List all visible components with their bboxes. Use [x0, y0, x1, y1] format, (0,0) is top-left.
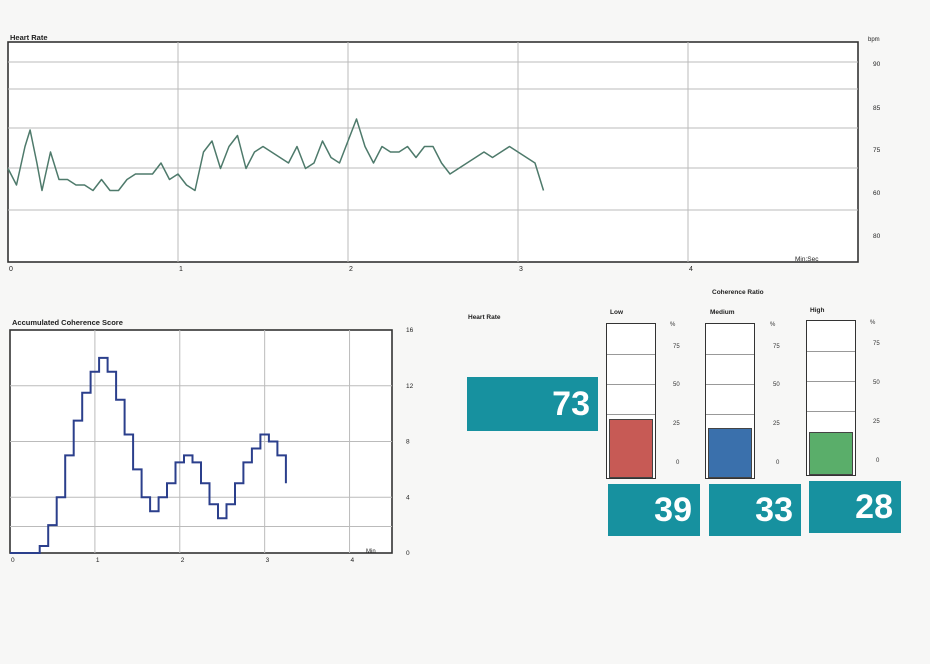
- heart-rate-chart-title: Heart Rate: [10, 33, 48, 42]
- medium-meter: [705, 323, 755, 479]
- low-fill: [609, 418, 653, 478]
- heart-rate-x-tick: 2: [349, 266, 353, 273]
- medium-scale-25: 25: [773, 421, 780, 427]
- coherence-ratio-title: Coherence Ratio: [712, 289, 764, 296]
- coherence-y-tick: 8: [406, 439, 410, 446]
- low-scale-pct: %: [670, 322, 676, 328]
- coherence-x-tick: 4: [351, 557, 355, 564]
- high-value: 28: [855, 488, 893, 526]
- low-scale-0: 0: [676, 460, 680, 466]
- coherence-y-tick: 0: [406, 550, 410, 557]
- heart-rate-value-label: Heart Rate: [468, 314, 501, 321]
- medium-scale-pct: %: [770, 322, 776, 328]
- coherence-score-x-unit: Min: [366, 549, 376, 555]
- heart-rate-line: [7, 118, 545, 192]
- coherence-x-tick: 1: [96, 557, 100, 564]
- high-scale-75: 75: [873, 341, 880, 347]
- heart-rate-y-tick: 90: [873, 61, 881, 68]
- high-scale-25: 25: [873, 419, 880, 425]
- medium-scale-50: 50: [773, 382, 780, 388]
- high-scale-50: 50: [873, 380, 880, 386]
- heart-rate-chart: 0 1 2 3 4 90 85 75 60 80: [7, 41, 881, 273]
- heart-rate-unit-label: bpm: [868, 37, 880, 43]
- high-meter: [806, 320, 856, 476]
- heart-rate-plot-frame: [7, 41, 859, 263]
- heart-rate-x-tick: 0: [9, 266, 13, 273]
- high-value-box: 28: [809, 481, 901, 533]
- low-value: 39: [654, 491, 692, 529]
- coherence-y-tick: 12: [406, 383, 414, 390]
- medium-value-box: 33: [709, 484, 801, 536]
- low-meter: [606, 323, 656, 479]
- heart-rate-y-tick: 75: [873, 147, 881, 154]
- high-label: High: [810, 307, 825, 314]
- medium-fill: [708, 427, 752, 478]
- heart-rate-x-unit: Min:Sec: [795, 256, 819, 263]
- low-scale-25: 25: [673, 421, 680, 427]
- coherence-score-chart-title: Accumulated Coherence Score: [12, 318, 123, 327]
- coherence-x-tick: 2: [181, 557, 185, 564]
- coherence-score-line: [10, 356, 287, 554]
- heart-rate-y-tick: 60: [873, 190, 881, 197]
- low-scale-75: 75: [673, 344, 680, 350]
- medium-scale-75: 75: [773, 344, 780, 350]
- coherence-x-tick: 0: [11, 557, 15, 564]
- heart-rate-value: 73: [552, 385, 590, 423]
- heart-rate-x-tick: 3: [519, 266, 523, 273]
- high-scale-0: 0: [876, 458, 880, 464]
- heart-rate-x-tick: 4: [689, 266, 693, 273]
- heart-rate-value-box: 73: [467, 377, 598, 431]
- high-scale-pct: %: [870, 320, 876, 326]
- medium-scale-0: 0: [776, 460, 780, 466]
- heart-rate-y-tick: 80: [873, 233, 881, 240]
- heart-rate-x-tick: 1: [179, 266, 183, 273]
- medium-label: Medium: [710, 309, 735, 316]
- coherence-y-tick: 4: [406, 494, 410, 501]
- low-scale-50: 50: [673, 382, 680, 388]
- high-fill: [809, 432, 853, 475]
- heart-rate-y-tick: 85: [873, 105, 881, 112]
- medium-value: 33: [755, 491, 793, 529]
- low-value-box: 39: [608, 484, 700, 536]
- coherence-x-tick: 3: [266, 557, 270, 564]
- coherence-y-tick: 16: [406, 327, 414, 334]
- low-label: Low: [610, 309, 623, 316]
